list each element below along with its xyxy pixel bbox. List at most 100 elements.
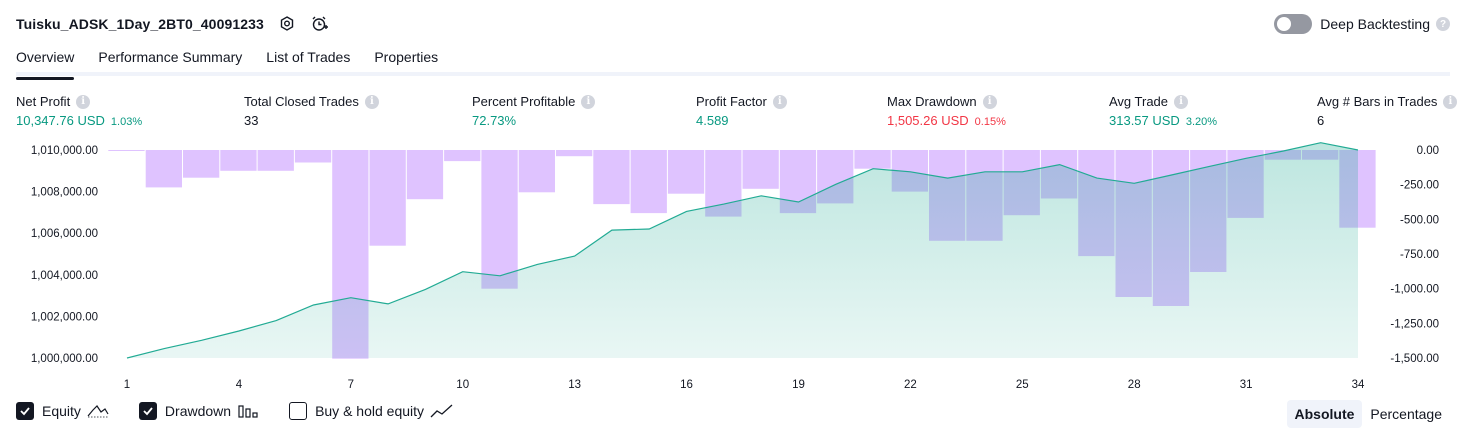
drawdown-checkbox[interactable] — [138, 402, 157, 420]
metrics-row: Net Profit i 10,347.76 USD 1.03% Total Clo… — [0, 94, 1466, 134]
metric-max-drawdown: Max Drawdown i 1,505.26 USD 0.15% — [887, 94, 1006, 128]
y-left-tick-label: 1,000,000.00 — [31, 353, 98, 365]
metric-value: 4.589 — [696, 113, 729, 128]
y-left-tick-label: 1,008,000.00 — [31, 187, 98, 199]
info-icon[interactable]: i — [581, 94, 596, 109]
help-icon[interactable]: ? — [1436, 17, 1450, 31]
x-tick-label: 4 — [236, 379, 243, 391]
metric-label: Net Profit — [16, 94, 71, 109]
drawdown-bar — [257, 150, 294, 171]
info-icon[interactable]: i — [1443, 94, 1458, 109]
metric-label: Avg # Bars in Trades — [1317, 94, 1438, 109]
legend-buy-hold[interactable]: Buy & hold equity — [289, 402, 454, 420]
deep-backtesting-toggle[interactable] — [1274, 14, 1313, 34]
drawdown-bar — [556, 150, 593, 157]
x-tick-label: 25 — [1016, 379, 1029, 391]
display-mode-switch: Absolute Percentage — [1286, 400, 1451, 428]
chart-legend: Equity Drawdown Buy & hold equity — [16, 402, 484, 420]
y-left-tick-label: 1,006,000.00 — [31, 228, 98, 240]
legend-label: Equity — [42, 403, 81, 419]
y-right-tick-label: -1,500.00 — [1390, 353, 1439, 365]
drawdown-bar — [854, 150, 891, 169]
info-icon[interactable]: i — [982, 94, 997, 109]
metric-net-profit: Net Profit i 10,347.76 USD 1.03% — [16, 94, 142, 128]
x-tick-label: 1 — [124, 379, 130, 391]
drawdown-bar — [630, 150, 667, 214]
percentage-button[interactable]: Percentage — [1370, 406, 1442, 422]
y-right-tick-label: -750.00 — [1400, 249, 1439, 261]
drawdown-bars-icon — [237, 403, 259, 419]
absolute-button[interactable]: Absolute — [1286, 400, 1363, 428]
metric-total-closed-trades: Total Closed Trades i 33 — [244, 94, 379, 128]
info-icon[interactable]: i — [772, 94, 787, 109]
metric-percent-profitable: Percent Profitable i 72.73% — [472, 94, 596, 128]
metric-value: 313.57 USD — [1109, 113, 1180, 128]
drawdown-bar — [145, 150, 182, 188]
drawdown-bar — [593, 150, 630, 205]
toggle-knob — [1277, 17, 1292, 31]
drawdown-bar — [220, 150, 257, 171]
equity-line-icon — [87, 403, 109, 419]
metric-label: Max Drawdown — [887, 94, 977, 109]
y-left-tick-label: 1,004,000.00 — [31, 270, 98, 282]
legend-equity[interactable]: Equity — [16, 402, 109, 420]
y-right-tick-label: -500.00 — [1400, 214, 1439, 226]
metric-percent: 3.20% — [1185, 116, 1218, 128]
tab-overview[interactable]: Overview — [16, 44, 75, 80]
info-icon[interactable]: i — [364, 94, 379, 109]
metric-label: Percent Profitable — [472, 94, 576, 109]
add-alert-icon[interactable] — [310, 15, 328, 33]
metric-value: 72.73% — [472, 113, 517, 128]
x-tick-label: 28 — [1128, 379, 1141, 391]
x-tick-label: 34 — [1352, 379, 1365, 391]
metric-value: 33 — [244, 113, 259, 128]
tab-properties[interactable]: Properties — [374, 49, 439, 65]
metric-avg-bars: Avg # Bars in Trades i 6 — [1317, 94, 1458, 128]
equity-checkbox[interactable] — [16, 402, 34, 420]
x-tick-label: 7 — [348, 379, 354, 391]
x-tick-label: 19 — [792, 379, 805, 391]
drawdown-bar — [444, 150, 481, 162]
metric-profit-factor: Profit Factor i 4.589 — [696, 94, 787, 128]
equity-drawdown-chart: 1,000,000.00 1,002,000.00 1,004,000.00 1,00… — [31, 142, 1439, 391]
settings-icon[interactable] — [278, 15, 296, 33]
drawdown-bar — [406, 150, 444, 200]
deep-backtesting: Deep Backtesting ? — [1274, 14, 1450, 34]
drawdown-bar — [518, 150, 555, 193]
x-tick-label: 22 — [904, 379, 917, 391]
y-right-tick-label: -1,250.00 — [1390, 318, 1439, 330]
info-icon[interactable]: i — [1174, 94, 1189, 109]
strategy-title: Tuisku_ADSK_1Day_2BT0_40091233 — [16, 16, 264, 32]
tab-performance-summary[interactable]: Performance Summary — [98, 49, 243, 65]
x-tick-label: 13 — [568, 379, 581, 391]
metric-label: Total Closed Trades — [244, 94, 359, 109]
y-right-tick-label: 0.00 — [1417, 145, 1439, 157]
x-tick-label: 16 — [680, 379, 693, 391]
legend-drawdown[interactable]: Drawdown — [138, 402, 259, 420]
metric-percent: 0.15% — [974, 116, 1006, 128]
drawdown-bar — [294, 150, 332, 163]
metric-value: 10,347.76 USD — [16, 113, 105, 128]
y-right-tick-label: -250.00 — [1400, 180, 1439, 192]
y-left-tick-label: 1,010,000.00 — [31, 145, 98, 157]
buy-hold-line-icon — [430, 403, 454, 419]
drawdown-bar — [183, 150, 220, 178]
y-left-tick-label: 1,002,000.00 — [31, 311, 98, 323]
metric-value: 6 — [1317, 113, 1325, 128]
info-icon[interactable]: i — [76, 94, 91, 109]
legend-label: Buy & hold equity — [315, 403, 425, 419]
drawdown-bar — [481, 150, 518, 289]
strategy-header: Tuisku_ADSK_1Day_2BT0_40091233 — [16, 12, 328, 36]
deep-backtesting-label: Deep Backtesting — [1320, 16, 1430, 32]
tab-list-of-trades[interactable]: List of Trades — [266, 49, 351, 65]
equity-line — [126, 142, 1359, 359]
drawdown-bar — [108, 150, 145, 151]
metric-avg-trade: Avg Trade i 313.57 USD 3.20% — [1109, 94, 1217, 128]
metric-value: 1,505.26 USD — [887, 113, 969, 128]
drawdown-bar — [667, 150, 705, 194]
buy-hold-checkbox[interactable] — [289, 402, 308, 420]
metric-percent: 1.03% — [110, 116, 143, 128]
tab-bar: Overview Performance Summary List of Tra… — [16, 44, 1450, 80]
legend-label: Drawdown — [164, 403, 232, 419]
metric-label: Avg Trade — [1109, 94, 1169, 109]
